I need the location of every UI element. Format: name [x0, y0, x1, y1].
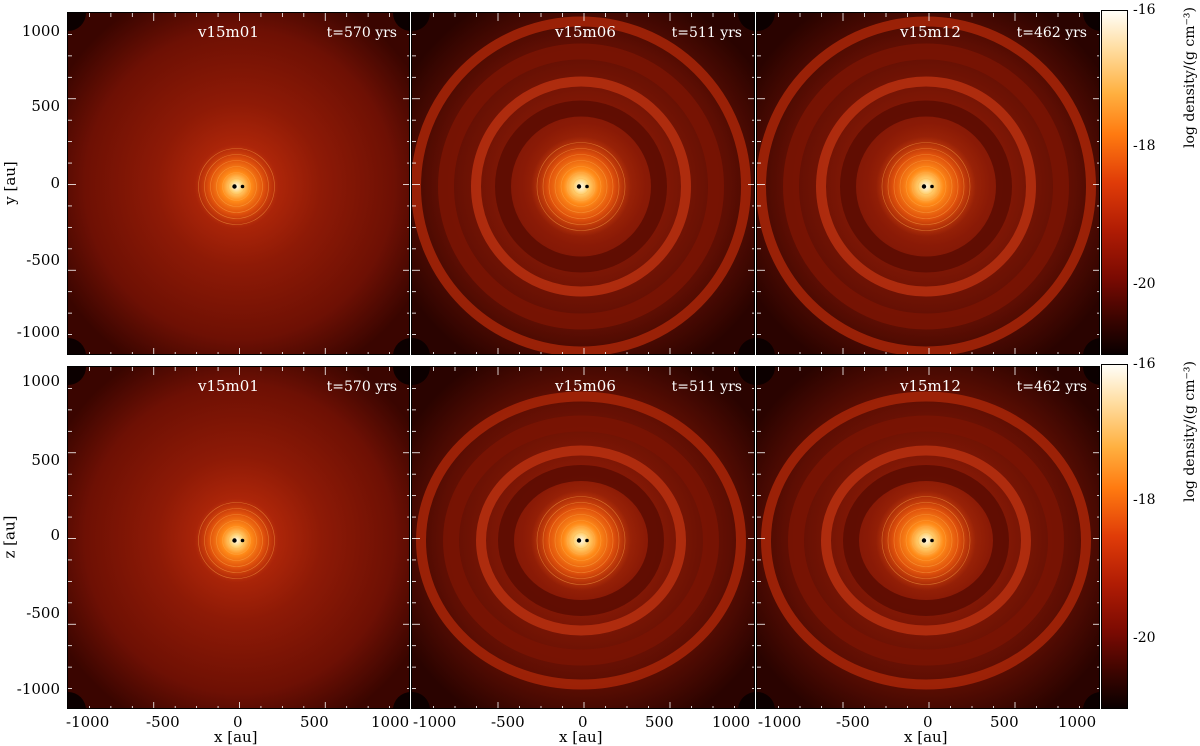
colorbar	[1101, 364, 1128, 709]
density-map	[68, 13, 409, 354]
panel-title: v15m06	[555, 377, 616, 395]
z-axis-label: z [au]	[0, 515, 19, 559]
ytick-label: -1000	[16, 680, 60, 698]
panel-xz-v15m01: v15m01 t=570 yrs	[67, 366, 410, 709]
panel-time: t=462 yrs	[1016, 379, 1087, 395]
colorbar-tick: -16	[1133, 2, 1156, 18]
colorbar-tick: -20	[1133, 276, 1156, 292]
colorbar-tick: -16	[1133, 356, 1156, 372]
xtick-label: -500	[836, 713, 870, 731]
panel-time: t=462 yrs	[1016, 25, 1087, 41]
panel-title: v15m06	[555, 23, 616, 41]
panel-time: t=511 yrs	[671, 25, 742, 41]
panel-title: v15m01	[198, 23, 259, 41]
xtick-label: 0	[233, 713, 243, 731]
ytick-label: 0	[50, 526, 60, 544]
x-axis-label: x [au]	[559, 728, 603, 746]
ytick-label: 500	[31, 451, 60, 469]
xtick-label: 0	[578, 713, 588, 731]
xtick-label: -1000	[413, 713, 457, 731]
x-axis-label: x [au]	[904, 728, 948, 746]
xtick-label: 1000	[712, 713, 751, 731]
panel-xy-v15m06: v15m06 t=511 yrs	[411, 12, 755, 355]
ytick-label: -500	[26, 604, 60, 622]
panel-title: v15m01	[198, 377, 259, 395]
xtick-label: 500	[645, 713, 674, 731]
panel-xz-v15m06: v15m06 t=511 yrs	[411, 366, 755, 709]
x-axis-label: x [au]	[214, 728, 258, 746]
ytick-label: -500	[26, 251, 60, 269]
panel-time: t=511 yrs	[671, 379, 742, 395]
colorbar-tick: -20	[1133, 630, 1156, 646]
ytick-label: 1000	[21, 372, 60, 390]
panel-title: v15m12	[900, 377, 961, 395]
ytick-label: 500	[31, 97, 60, 115]
xtick-label: -1000	[66, 713, 110, 731]
ytick-label: -1000	[16, 323, 60, 341]
ytick-label: 1000	[21, 22, 60, 40]
ytick-label: 0	[50, 174, 60, 192]
xtick-label: 500	[990, 713, 1019, 731]
colorbar-label: log density/(g cm⁻³)	[1182, 7, 1198, 148]
colorbar-tick: -18	[1133, 138, 1156, 154]
density-map	[412, 13, 754, 354]
density-map	[68, 367, 409, 708]
y-axis-label: y [au]	[0, 161, 19, 205]
xtick-label: 0	[923, 713, 933, 731]
colorbar-tick: -18	[1133, 492, 1156, 508]
panel-xy-v15m01: v15m01 t=570 yrs	[67, 12, 410, 355]
xtick-label: -500	[491, 713, 525, 731]
density-map	[757, 367, 1099, 708]
panel-time: t=570 yrs	[326, 25, 397, 41]
xtick-label: 1000	[371, 713, 410, 731]
xtick-label: -500	[146, 713, 180, 731]
panel-title: v15m12	[900, 23, 961, 41]
density-map	[412, 367, 754, 708]
colorbar-label: log density/(g cm⁻³)	[1182, 361, 1198, 502]
xtick-label: 1000	[1058, 713, 1097, 731]
xtick-label: -1000	[758, 713, 802, 731]
colorbar	[1101, 10, 1128, 355]
xtick-label: 500	[300, 713, 329, 731]
panel-xy-v15m12: v15m12 t=462 yrs	[756, 12, 1100, 355]
density-map	[757, 13, 1099, 354]
panel-xz-v15m12: v15m12 t=462 yrs	[756, 366, 1100, 709]
panel-time: t=570 yrs	[326, 379, 397, 395]
